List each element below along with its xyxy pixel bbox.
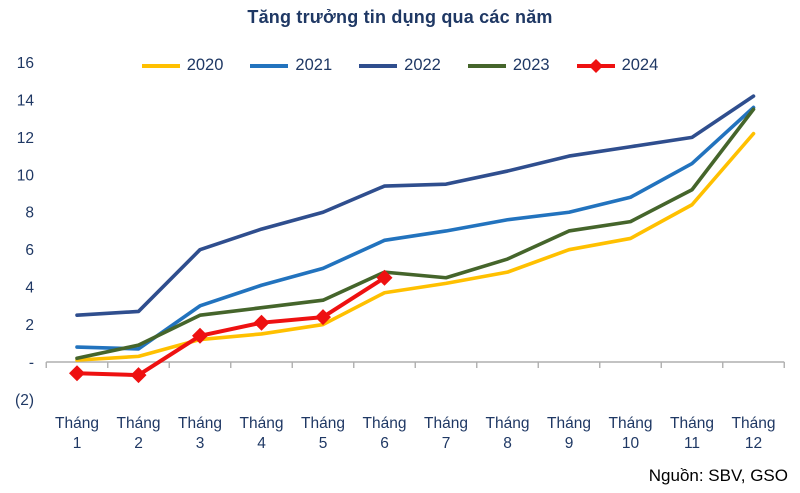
legend-swatch-2023 (467, 63, 506, 68)
x-axis-label: Tháng 4 (240, 415, 284, 452)
series-marker-2024 (69, 365, 85, 382)
series-marker-2024 (253, 314, 270, 331)
x-axis-label: Tháng 12 (732, 415, 776, 452)
y-axis-label: 4 (25, 280, 34, 297)
x-axis-label: Tháng 10 (609, 415, 653, 452)
y-axis-label: 8 (25, 205, 34, 222)
series-marker-2024 (192, 327, 208, 344)
series-line-2024 (75, 275, 387, 378)
chart-title: Tăng trưởng tin dụng qua các năm (247, 7, 553, 27)
x-axis-label: Tháng 9 (547, 415, 591, 452)
x-axis-label: Tháng 2 (117, 415, 161, 452)
legend-item-2022: 2022 (359, 56, 441, 75)
x-axis-label: Tháng 5 (301, 415, 345, 452)
y-axis-label: 10 (17, 167, 35, 184)
y-axis-label: (2) (15, 392, 34, 409)
y-axis-label: 12 (17, 130, 34, 147)
legend-label-2021: 2021 (295, 56, 333, 74)
series-marker-2024 (315, 309, 331, 326)
chart-legend: 2020 2021 2022 2023 2024 (0, 56, 800, 75)
y-axis-label: 6 (25, 242, 34, 259)
x-axis-label: Tháng 1 (55, 415, 99, 452)
legend-label-2023: 2023 (512, 56, 550, 74)
x-axis-label: Tháng 7 (424, 415, 468, 452)
legend-swatch-2020 (141, 63, 180, 68)
x-axis-label: Tháng 3 (178, 415, 222, 452)
legend-swatch-2024 (576, 58, 615, 73)
x-axis-label: Tháng 6 (363, 415, 407, 452)
legend-label-2024: 2024 (621, 56, 659, 74)
legend-item-2021: 2021 (250, 56, 332, 75)
y-axis-label: 16 (17, 55, 34, 72)
series-marker-2024 (130, 367, 147, 384)
legend-item-2023: 2023 (467, 56, 550, 75)
source-note: Nguồn: SBV, GSO (648, 466, 788, 485)
y-axis-label: 14 (17, 92, 35, 109)
series-line-2021 (75, 105, 756, 351)
legend-swatch-2022 (359, 63, 398, 68)
legend-item-2024: 2024 (576, 56, 659, 75)
y-axis-label: 2 (25, 317, 34, 334)
y-axis-label: - (29, 355, 34, 372)
legend-item-2020: 2020 (141, 56, 224, 75)
x-axis-label: Tháng 8 (486, 415, 530, 452)
x-axis-label: Tháng 11 (670, 415, 714, 452)
legend-label-2020: 2020 (186, 56, 224, 74)
legend-label-2022: 2022 (404, 56, 441, 74)
legend-swatch-2021 (250, 63, 289, 68)
series-marker-2024 (376, 269, 393, 286)
series-line-2023 (75, 107, 756, 361)
series-line-2022 (75, 94, 756, 318)
